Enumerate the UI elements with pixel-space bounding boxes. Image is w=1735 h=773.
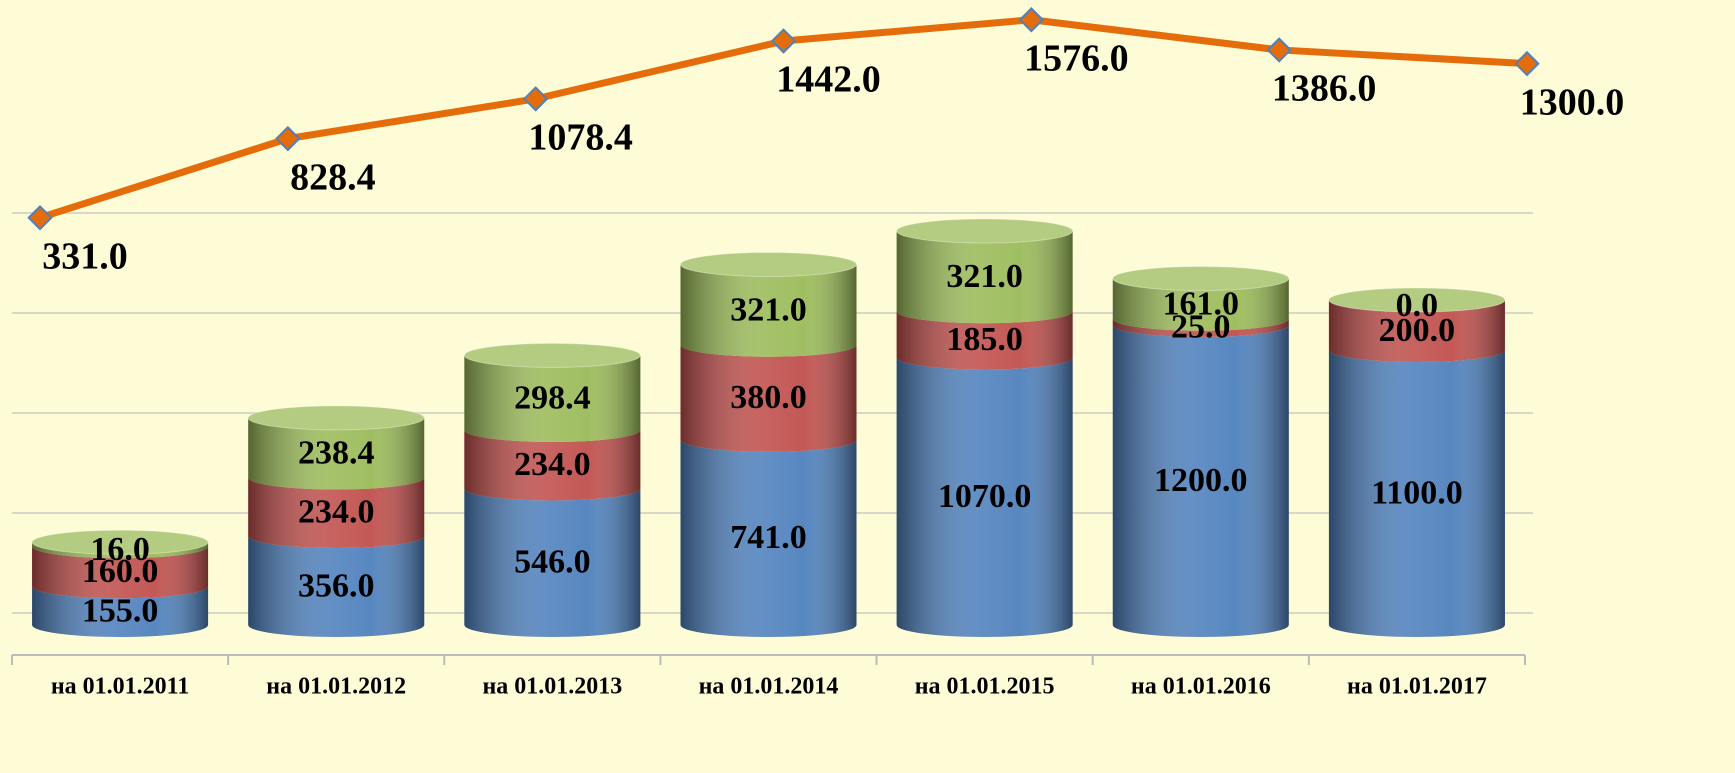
bar-shading [1328, 300, 1505, 362]
data-label: 238.4 [298, 434, 375, 471]
bar-top-shading [680, 252, 857, 277]
data-label: 356.0 [298, 567, 375, 604]
data-label: 1200.0 [1154, 462, 1248, 499]
bar-shading [464, 355, 641, 443]
bar-top [680, 252, 857, 277]
data-label: 234.0 [514, 446, 591, 483]
x-tick-label: на 01.01.2012 [266, 674, 406, 700]
line-label: 1576.0 [1024, 37, 1129, 79]
bar-top [31, 529, 209, 555]
bar-shading [248, 417, 425, 490]
data-label: 25.0 [1171, 309, 1231, 346]
bar-shading [896, 311, 1073, 370]
bar-top [463, 342, 641, 368]
x-tick-label: на 01.01.2011 [51, 674, 190, 700]
line-marker [1266, 37, 1292, 63]
bar-shading [896, 231, 1073, 324]
data-label: 298.4 [514, 379, 591, 416]
bar-shading [1112, 278, 1289, 331]
line-label: 1442.0 [776, 59, 881, 101]
data-label: 741.0 [730, 519, 807, 556]
data-label: 160.0 [82, 553, 159, 590]
bar-top [1112, 266, 1290, 291]
bar-top [896, 218, 1074, 244]
bar-shading [32, 586, 209, 637]
line-marker [275, 125, 301, 152]
bar-shading [680, 344, 857, 452]
data-label: 1070.0 [938, 478, 1032, 515]
x-tick-label: на 01.01.2017 [1347, 674, 1487, 700]
line-label: 1300.0 [1520, 81, 1625, 123]
x-tick-label: на 01.01.2015 [915, 674, 1055, 700]
line-marker [1514, 50, 1540, 77]
bar-shading [32, 546, 209, 599]
line-marker [27, 204, 53, 231]
bar-shading [464, 430, 641, 501]
bar-shading [896, 357, 1073, 637]
line-marker [522, 86, 549, 112]
data-label: 16.0 [90, 531, 150, 568]
bar-top-shading [896, 219, 1073, 243]
bar-top-shading [1328, 288, 1505, 312]
bar-shading [248, 477, 425, 548]
bar-shading [1328, 350, 1505, 637]
line-label: 331.0 [42, 235, 128, 277]
data-label: 155.0 [82, 592, 159, 629]
bar-shading [1112, 318, 1289, 337]
line-marker [770, 28, 797, 54]
bar-shading [680, 264, 857, 357]
data-label: 234.0 [298, 494, 375, 531]
data-label: 185.0 [946, 321, 1023, 358]
bar-top [1328, 287, 1506, 313]
bar-top-shading [32, 530, 209, 555]
line-label: 1078.4 [528, 117, 633, 159]
data-label: 546.0 [514, 544, 591, 581]
bar-top-shading [1112, 266, 1289, 291]
data-label: 161.0 [1163, 285, 1240, 322]
bar-top-shading [248, 405, 425, 430]
bar-shading [680, 439, 857, 637]
bar-shading [1112, 325, 1289, 637]
bar-top-shading [464, 343, 641, 368]
data-label: 321.0 [946, 258, 1023, 295]
data-label: 380.0 [730, 379, 807, 416]
data-label: 0.0 [1396, 287, 1439, 324]
line-label: 828.4 [290, 156, 376, 198]
x-tick-label: на 01.01.2013 [482, 674, 622, 700]
data-label: 200.0 [1379, 312, 1456, 349]
data-label: 321.0 [730, 291, 807, 328]
data-label: 1100.0 [1371, 474, 1463, 511]
x-tick-label: на 01.01.2014 [699, 674, 839, 700]
bar-shading [464, 488, 641, 637]
bar-shading [248, 536, 425, 637]
x-tick-label: на 01.01.2016 [1131, 674, 1271, 700]
line-label: 1386.0 [1272, 68, 1377, 110]
line-marker [1018, 6, 1045, 33]
bar-shading [32, 542, 209, 559]
bar-top [247, 405, 425, 431]
